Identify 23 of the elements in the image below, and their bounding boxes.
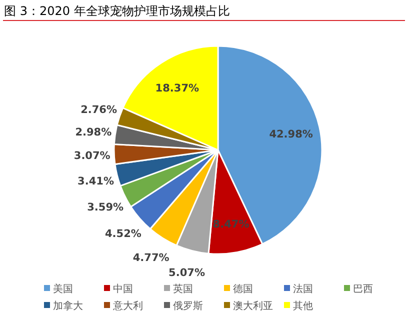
data-label: 4.52% <box>104 228 142 240</box>
data-label: 5.07% <box>168 267 206 280</box>
data-label: 18.37% <box>155 82 200 94</box>
legend-label: 加拿大 <box>53 300 83 312</box>
data-label: 3.59% <box>87 201 124 214</box>
legend-label: 中国 <box>113 283 133 295</box>
data-label: 3.07% <box>74 150 111 162</box>
chart-title: 图 3：2020 年全球宠物护理市场规模占比 <box>4 4 230 18</box>
legend-label: 俄罗斯 <box>173 300 203 312</box>
legend-label: 德国 <box>233 284 253 295</box>
legend-label: 英国 <box>173 283 193 295</box>
legend-label: 意大利 <box>112 300 143 312</box>
data-label: 8.47% <box>212 218 250 231</box>
legend-label: 澳大利亚 <box>233 300 273 312</box>
legend-label: 其他 <box>293 300 313 312</box>
data-label: 2.98% <box>75 126 112 138</box>
data-label: 4.77% <box>132 252 170 264</box>
legend-label: 巴西 <box>353 284 373 295</box>
legend-label: 法国 <box>293 283 313 295</box>
data-label: 42.98% <box>269 128 314 141</box>
legend-label: 美国 <box>53 283 73 295</box>
data-label: 3.41% <box>78 175 114 188</box>
data-label: 2.76% <box>80 104 118 116</box>
